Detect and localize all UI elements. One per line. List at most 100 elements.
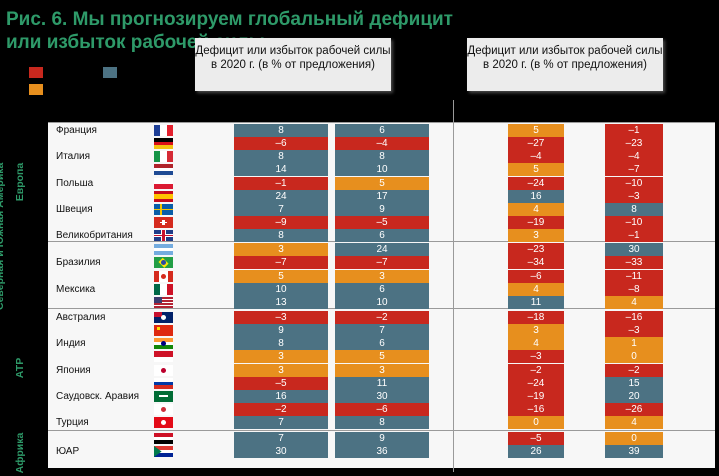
value-cell: –7: [234, 256, 328, 269]
value-cell: 9: [335, 432, 429, 445]
column-header-left: Дефицит или избыток рабочей силы в 2020 …: [195, 38, 391, 91]
table-row: 14 10 5 –7: [48, 163, 715, 176]
value-cell: –27: [508, 137, 564, 150]
value-cell: 26: [508, 445, 564, 458]
value-cell: 3: [234, 350, 328, 363]
it-flag-icon: [154, 151, 173, 162]
value-cell: –4: [508, 150, 564, 163]
value-cell: 7: [234, 203, 328, 216]
value-cell: –8: [605, 283, 663, 296]
value-cell: –3: [605, 190, 663, 203]
value-cell: –19: [508, 390, 564, 403]
ca-flag-icon: [154, 271, 173, 282]
table-row: Саудовск. Аравия 16 30 –19 20: [48, 390, 715, 403]
country-label: Польша: [56, 178, 94, 189]
value-cell: 24: [234, 190, 328, 203]
tr-flag-icon: [154, 417, 173, 428]
table-row: 5 3 –6 –11: [48, 270, 715, 283]
value-cell: 10: [234, 283, 328, 296]
value-cell: 6: [335, 124, 429, 137]
table-row: 3 24 –23 30: [48, 243, 715, 256]
region-label-apac: АТР: [14, 357, 26, 379]
column-header-left-text: Дефицит или избыток рабочей силы в 2020 …: [195, 45, 391, 71]
value-cell: –3: [508, 350, 564, 363]
pl-flag-icon: [154, 178, 173, 189]
region-label-americas: Северная и Южная Америка: [0, 162, 6, 310]
country-label: Бразилия: [56, 257, 101, 268]
ar-flag-icon: [154, 244, 173, 255]
value-cell: 39: [605, 445, 663, 458]
table-row: Великобритания 8 6 3 –1: [48, 229, 715, 242]
value-cell: 5: [234, 270, 328, 283]
value-cell: –6: [335, 403, 429, 416]
table-row: Япония 3 3 –2 –2: [48, 364, 715, 377]
value-cell: –33: [605, 256, 663, 269]
country-label: Индия: [56, 338, 86, 349]
value-cell: –5: [234, 377, 328, 390]
kr-flag-icon: [154, 404, 173, 415]
table-row: –5 11 –24 15: [48, 377, 715, 390]
value-cell: 6: [335, 283, 429, 296]
value-cell: 14: [234, 163, 328, 176]
cn-flag-icon: [154, 325, 173, 336]
value-cell: 5: [335, 350, 429, 363]
table-row: Италия 8 8 –4 –4: [48, 150, 715, 163]
value-cell: –10: [605, 216, 663, 229]
table-row: Турция 7 8 0 4: [48, 416, 715, 429]
separator-africa-top: [48, 430, 715, 431]
country-label: Великобритания: [56, 230, 133, 241]
value-cell: –4: [335, 137, 429, 150]
value-cell: 6: [335, 337, 429, 350]
value-cell: –1: [605, 229, 663, 242]
value-cell: –11: [605, 270, 663, 283]
value-cell: –10: [605, 177, 663, 190]
value-cell: –24: [508, 377, 564, 390]
column-divider: [453, 100, 454, 472]
value-cell: –24: [508, 177, 564, 190]
value-cell: 8: [335, 150, 429, 163]
value-cell: –5: [335, 216, 429, 229]
value-cell: 16: [508, 190, 564, 203]
value-cell: 24: [335, 243, 429, 256]
value-cell: 8: [234, 124, 328, 137]
ch-flag-icon: [154, 217, 173, 228]
table-row: Франция 8 6 5 –1: [48, 124, 715, 137]
value-cell: –2: [605, 364, 663, 377]
nl-flag-icon: [154, 164, 173, 175]
value-cell: –23: [605, 137, 663, 150]
sa-flag-icon: [154, 391, 173, 402]
value-cell: 30: [234, 445, 328, 458]
country-label: Австралия: [56, 312, 106, 323]
mx-flag-icon: [154, 284, 173, 295]
za-flag-icon: [154, 446, 173, 457]
value-cell: 13: [234, 296, 328, 309]
table-row: Индия 8 6 4 1: [48, 337, 715, 350]
value-cell: –7: [605, 163, 663, 176]
table-row: –6 –4 –27 –23: [48, 137, 715, 150]
value-cell: 0: [605, 350, 663, 363]
legend-swatch-slate: [103, 67, 117, 78]
es-flag-icon: [154, 191, 173, 202]
value-cell: 16: [234, 390, 328, 403]
value-cell: –23: [508, 243, 564, 256]
value-cell: –2: [234, 403, 328, 416]
value-cell: 10: [335, 163, 429, 176]
value-cell: 20: [605, 390, 663, 403]
eg-flag-icon: [154, 433, 173, 444]
value-cell: 9: [335, 203, 429, 216]
region-label-europe: Европа: [14, 162, 26, 202]
value-cell: –6: [234, 137, 328, 150]
value-cell: –16: [508, 403, 564, 416]
table-row: –2 –6 –16 –26: [48, 403, 715, 416]
table-row: –9 –5 –19 –10: [48, 216, 715, 229]
value-cell: 1: [605, 337, 663, 350]
value-cell: 4: [508, 203, 564, 216]
country-label: Италия: [56, 151, 91, 162]
value-cell: 8: [234, 150, 328, 163]
country-label: Швеция: [56, 204, 93, 215]
country-label: Саудовск. Аравия: [56, 391, 140, 402]
value-cell: –6: [508, 270, 564, 283]
value-cell: 7: [234, 416, 328, 429]
value-cell: 3: [508, 324, 564, 337]
value-cell: 5: [508, 124, 564, 137]
